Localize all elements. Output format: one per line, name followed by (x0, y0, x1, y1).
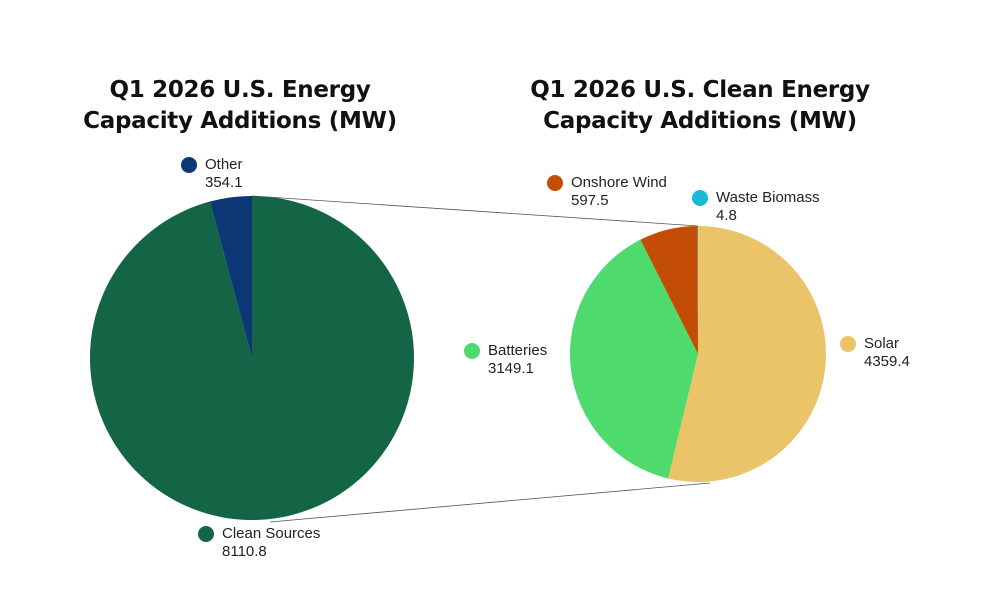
slice-label-clean-sources: Clean Sources (222, 525, 320, 542)
connector-lines (251, 195, 711, 523)
pie-clean (569, 225, 826, 482)
legend-dot-onshore-wind (547, 175, 563, 191)
legend-dot-solar (840, 336, 856, 352)
slice-value-onshore-wind: 597.5 (571, 192, 609, 209)
title-line-2: Capacity Additions (MW) (543, 108, 857, 134)
slice-label-solar: Solar (864, 335, 899, 352)
slice-value-other: 354.1 (205, 174, 243, 191)
pie-slice-batteries (569, 239, 698, 479)
chart-title-total: Q1 2026 U.S. Energy Capacity Additions (… (60, 75, 420, 137)
connector-line-top (251, 195, 699, 227)
legend-dot-other (181, 157, 197, 173)
legend-dot-clean-sources (198, 526, 214, 542)
slice-value-clean-sources: 8110.8 (222, 543, 267, 560)
chart-title-clean: Q1 2026 U.S. Clean Energy Capacity Addit… (515, 75, 885, 137)
slice-label-onshore-wind: Onshore Wind (571, 174, 667, 191)
pie-slice-solar (668, 226, 826, 482)
pie-total (89, 196, 414, 520)
pie-slice-onshore-wind (640, 226, 698, 354)
slice-value-solar: 4359.4 (864, 353, 910, 370)
pie-slice-other (209, 196, 252, 358)
slice-label-batteries: Batteries (488, 342, 547, 359)
slice-value-waste-biomass: 4.8 (716, 207, 737, 224)
connector-line-bottom (269, 482, 711, 523)
legend-dot-waste-biomass (692, 190, 708, 206)
slice-label-waste-biomass: Waste Biomass (716, 189, 820, 206)
title-line-1: Q1 2026 U.S. Energy (109, 77, 371, 103)
title-line-2: Capacity Additions (MW) (83, 108, 397, 134)
title-line-1: Q1 2026 U.S. Clean Energy (530, 77, 870, 103)
pie-slice-clean-sources (89, 196, 414, 520)
legend-dot-batteries (464, 343, 480, 359)
slice-value-batteries: 3149.1 (488, 360, 534, 377)
slice-label-other: Other (205, 156, 243, 173)
